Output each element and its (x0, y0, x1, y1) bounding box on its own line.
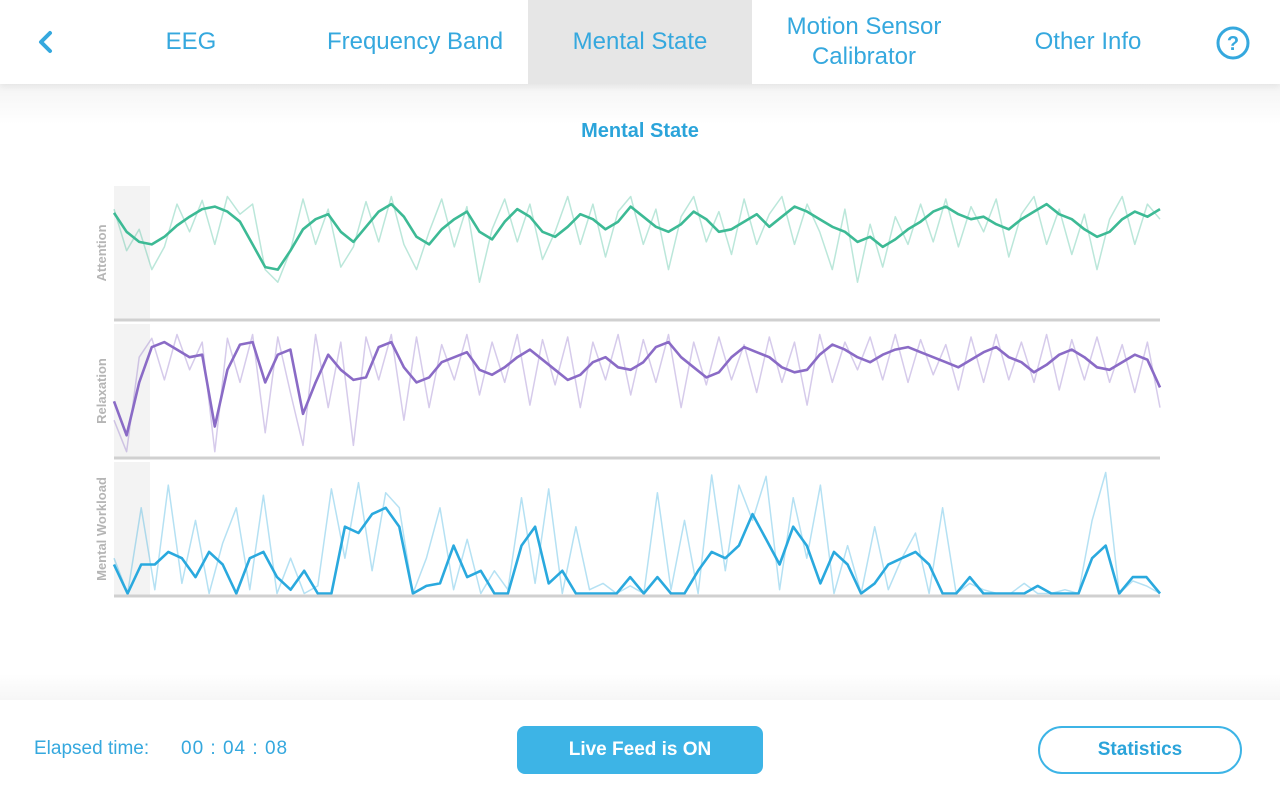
tab-other-info-label: Other Info (1034, 28, 1142, 55)
bottom-bar: Elapsed time: 00 : 04 : 08 Live Feed is … (0, 700, 1280, 800)
mental-workload-smoothed-line (112, 506, 1162, 595)
attention-axis-label: Attention (94, 224, 109, 281)
mental-workload-panel-band (114, 462, 150, 596)
tab-motion-sensor-calibrator-label: Motion Sensor Calibrator (786, 13, 942, 70)
help-button[interactable]: ? (1214, 24, 1252, 62)
help-symbol: ? (1227, 33, 1239, 55)
tab-mental-state-label: Mental State (572, 28, 708, 55)
elapsed-time-value: 00 : 04 : 08 (181, 738, 289, 759)
relaxation-smoothed-line (112, 340, 1162, 437)
statistics-button[interactable]: Statistics (1038, 726, 1242, 774)
tab-other-info[interactable]: Other Info (976, 0, 1200, 84)
mental-workload-axis-label: Mental Workload (94, 477, 109, 581)
mental-state-chart-area: Mental State Attention Relaxation Mental W… (0, 84, 1280, 700)
tab-frequency-band[interactable]: Frequency Band (302, 0, 528, 84)
mental-state-chart: Attention Relaxation Mental Workload (94, 186, 1162, 598)
tab-frequency-band-label: Frequency Band (326, 28, 504, 55)
elapsed-time-label: Elapsed time: (34, 738, 150, 759)
help-circle-icon: ? (1216, 26, 1250, 60)
relaxation-axis-label: Relaxation (94, 358, 109, 424)
back-button[interactable] (26, 22, 66, 62)
top-navigation-bar: EEG Frequency Band Mental State Motion S… (0, 0, 1280, 84)
tab-mental-state[interactable]: Mental State (528, 0, 752, 84)
tab-eeg-label: EEG (165, 28, 217, 55)
chart-title: Mental State (581, 120, 699, 142)
tab-eeg[interactable]: EEG (80, 0, 302, 84)
chevron-left-icon (39, 31, 52, 53)
attention-panel-band (114, 186, 150, 320)
relaxation-panel-band (114, 324, 150, 458)
statistics-label: Statistics (1097, 739, 1183, 760)
live-feed-label: Live Feed is ON (568, 739, 712, 760)
mental-workload-raw-line (113, 471, 1161, 595)
tab-motion-sensor-calibrator[interactable]: Motion Sensor Calibrator (752, 0, 976, 84)
live-feed-button[interactable]: Live Feed is ON (517, 726, 763, 774)
attention-smoothed-line (112, 202, 1161, 271)
